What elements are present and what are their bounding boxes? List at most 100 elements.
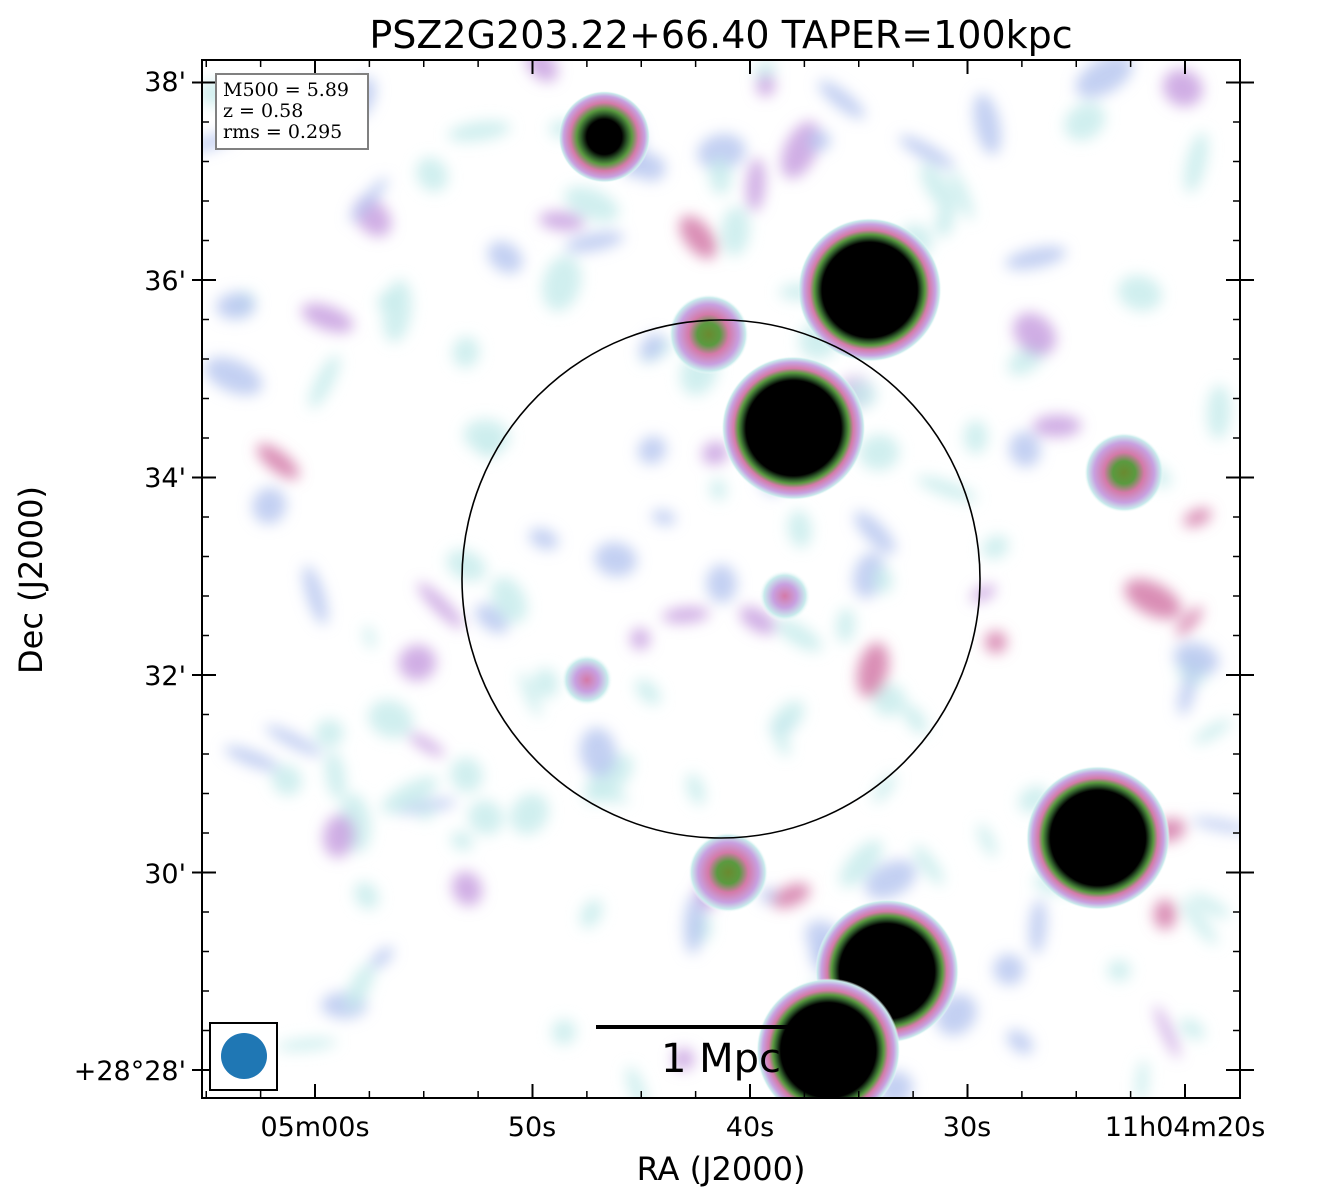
emission-blob [635,679,661,705]
x-tick-label: 40s [726,1112,774,1143]
radio-source [1026,765,1170,910]
y-tick-label: 32' [144,661,186,692]
emission-blob [977,823,997,857]
emission-blob [865,859,917,900]
emission-blob [252,487,287,524]
y-axis-label: Dec (J2000) [12,486,50,674]
emission-blob [706,564,737,603]
emission-blob [787,510,812,548]
y-tick-label: 30' [144,859,186,890]
emission-blob [902,704,928,735]
emission-blob [917,475,977,502]
radio-source [756,978,901,1098]
emission-blob [450,757,483,793]
emission-blob [1191,817,1240,833]
emission-blob [564,186,620,222]
emission-blob [1173,642,1220,676]
x-axis-label: RA (J2000) [637,1150,806,1188]
scale-bar: 1 Mpc [596,1025,846,1082]
radio-source [688,832,769,913]
beam-ellipse [221,1033,267,1079]
emission-blob [1154,1005,1180,1059]
emission-blob [533,668,559,698]
emission-blob [308,354,340,409]
emission-blob [872,566,893,594]
y-tick-label: 38' [144,67,186,98]
emission-blob [970,584,996,602]
emission-blob [204,357,263,396]
emission-blob [594,542,637,577]
emission-blob [325,750,346,800]
emission-blob [775,619,823,652]
emission-blob [697,133,746,171]
r500-circle [461,319,981,839]
x-tick-labels: 05m00s 50s 40s 30s 11h04m20s [260,1112,1265,1143]
emission-blob [564,231,624,253]
emission-blob [710,478,727,501]
emission-blob [1013,312,1057,356]
emission-blob [913,845,944,885]
emission-blob [529,528,559,550]
emission-blob [770,700,805,737]
emission-blob [398,644,437,681]
emission-blob [487,241,523,274]
emission-blob [1183,508,1212,527]
emission-blob [579,727,617,777]
emission-blob [630,628,651,650]
x-tick-label: 30s [943,1112,991,1143]
emission-blob [551,1019,576,1045]
emission-blob [701,441,729,465]
info-rms: rms = 0.295 [223,121,342,143]
emission-blob [1117,275,1162,311]
info-box: M500 = 5.89 z = 0.58 rms = 0.295 [215,73,369,150]
emission-blob [446,549,487,582]
info-redshift: z = 0.58 [223,100,303,122]
emission-blob [519,671,542,717]
emission-blob [899,135,955,169]
emission-blob [854,511,896,554]
emission-blob [1009,431,1041,468]
y-tick-label: 34' [144,463,186,494]
emission-blob [407,732,445,757]
emission-blob [526,60,558,82]
emission-blob [368,699,414,739]
emission-blob [720,206,750,256]
emission-blob [580,899,603,928]
emission-blob [807,130,831,152]
emission-blob [542,255,582,312]
emission-blob [872,683,906,717]
emission-blob [818,80,866,119]
emission-blob [584,754,634,803]
x-tick-label: 11h04m20s [1105,1112,1266,1143]
emission-blob [468,800,504,835]
emission-blob [463,419,510,453]
emission-blob [993,953,1025,986]
emission-blob [973,93,1002,155]
emission-blob [447,120,511,142]
emission-blob [382,279,412,343]
emission-blob [1005,246,1067,270]
info-box-frame [215,73,369,150]
emission-blob [1029,899,1047,955]
emission-blob [672,1048,695,1071]
emission-blob [686,773,706,806]
emission-blob [661,606,710,624]
plot-frame [201,59,1241,1099]
radio-source [1084,432,1165,513]
emission-blob [639,333,665,361]
emission-blob [920,163,956,214]
emission-blob [301,303,354,333]
scale-bar-label: 1 Mpc [661,1036,781,1082]
emission-blob [708,158,732,195]
beam-indicator [209,1022,278,1091]
emission-blob [215,292,256,320]
emission-blob [981,535,1009,559]
emission-blob [1153,899,1177,930]
radio-source [560,653,613,706]
emission-blob [836,608,856,643]
chart-title: PSZ2G203.22+66.40 TAPER=100kpc [369,13,1072,57]
emission-blob [416,157,449,192]
emission-blob [1006,1029,1034,1054]
emission-blob [1136,1059,1149,1098]
